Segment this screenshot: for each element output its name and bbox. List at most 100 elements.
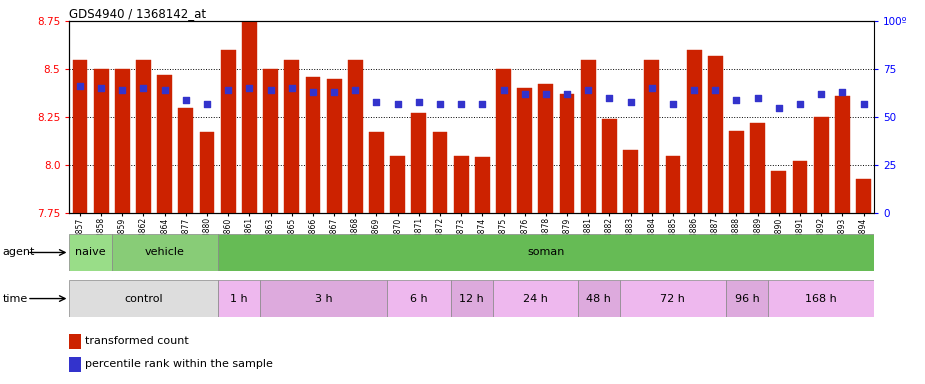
Point [284, 85, 299, 91]
Bar [157, 75, 172, 213]
Bar [793, 161, 808, 213]
Point [200, 101, 215, 107]
Text: GDS4940 / 1368142_at: GDS4940 / 1368142_at [69, 7, 206, 20]
Bar [450, 280, 493, 317]
Point [348, 87, 363, 93]
Bar [708, 56, 722, 213]
Point [581, 87, 596, 93]
Bar [387, 280, 450, 317]
Point [369, 99, 384, 105]
Text: time: time [3, 293, 28, 304]
Point [412, 99, 426, 105]
Bar [620, 280, 726, 317]
Point [602, 95, 617, 101]
Point [390, 101, 405, 107]
Bar [771, 171, 786, 213]
Bar [560, 94, 574, 213]
Point [560, 91, 574, 97]
Point [750, 95, 765, 101]
Bar [729, 131, 744, 213]
Bar [577, 280, 620, 317]
Bar [284, 60, 299, 213]
Point [327, 89, 341, 95]
Bar [348, 60, 363, 213]
Point [835, 89, 850, 95]
Bar [221, 50, 236, 213]
Point [454, 101, 469, 107]
Text: naive: naive [75, 247, 105, 258]
Bar [623, 150, 638, 213]
Bar [179, 108, 193, 213]
Text: 72 h: 72 h [660, 293, 685, 304]
Point [814, 91, 829, 97]
Bar [263, 69, 278, 213]
Point [433, 101, 448, 107]
Bar [305, 77, 320, 213]
Text: transformed count: transformed count [85, 336, 189, 346]
Point [157, 87, 172, 93]
Bar [645, 60, 660, 213]
Text: 1 h: 1 h [230, 293, 248, 304]
Bar [390, 156, 405, 213]
Text: 48 h: 48 h [586, 293, 611, 304]
Point [645, 85, 660, 91]
Text: 96 h: 96 h [734, 293, 759, 304]
Bar [93, 69, 108, 213]
Bar [69, 357, 80, 372]
Bar [327, 79, 341, 213]
Point [263, 87, 278, 93]
Bar [454, 156, 469, 213]
Bar [602, 119, 617, 213]
Bar [517, 88, 532, 213]
Bar [769, 280, 874, 317]
Bar [260, 280, 387, 317]
Bar [72, 60, 87, 213]
Point [242, 85, 257, 91]
Point [221, 87, 236, 93]
Point [72, 83, 87, 89]
Text: vehicle: vehicle [144, 247, 185, 258]
Bar [69, 334, 80, 349]
Point [136, 85, 151, 91]
Text: 24 h: 24 h [523, 293, 548, 304]
Bar [69, 280, 217, 317]
Point [115, 87, 130, 93]
Point [475, 101, 489, 107]
Bar [493, 280, 577, 317]
Bar [217, 234, 874, 271]
Bar [136, 60, 151, 213]
Text: 6 h: 6 h [410, 293, 427, 304]
Bar [686, 50, 701, 213]
Bar [200, 132, 215, 213]
Point [496, 87, 511, 93]
Point [93, 85, 108, 91]
Bar [242, 0, 257, 213]
Bar [217, 280, 260, 317]
Text: 12 h: 12 h [460, 293, 484, 304]
Point [857, 101, 871, 107]
Point [729, 97, 744, 103]
Point [305, 89, 320, 95]
Bar [581, 60, 596, 213]
Bar [475, 157, 489, 213]
Bar [750, 123, 765, 213]
Point [686, 87, 701, 93]
Text: agent: agent [3, 247, 35, 258]
Bar [369, 132, 384, 213]
Text: control: control [124, 293, 163, 304]
Point [793, 101, 808, 107]
Bar [857, 179, 871, 213]
Bar [115, 69, 130, 213]
Point [179, 97, 193, 103]
Point [623, 99, 638, 105]
Bar [665, 156, 681, 213]
Bar [814, 117, 829, 213]
Point [665, 101, 680, 107]
Text: 3 h: 3 h [314, 293, 332, 304]
Point [771, 104, 786, 111]
Text: 168 h: 168 h [806, 293, 837, 304]
Bar [835, 96, 850, 213]
Bar [69, 234, 112, 271]
Bar [112, 234, 217, 271]
Bar [538, 84, 553, 213]
